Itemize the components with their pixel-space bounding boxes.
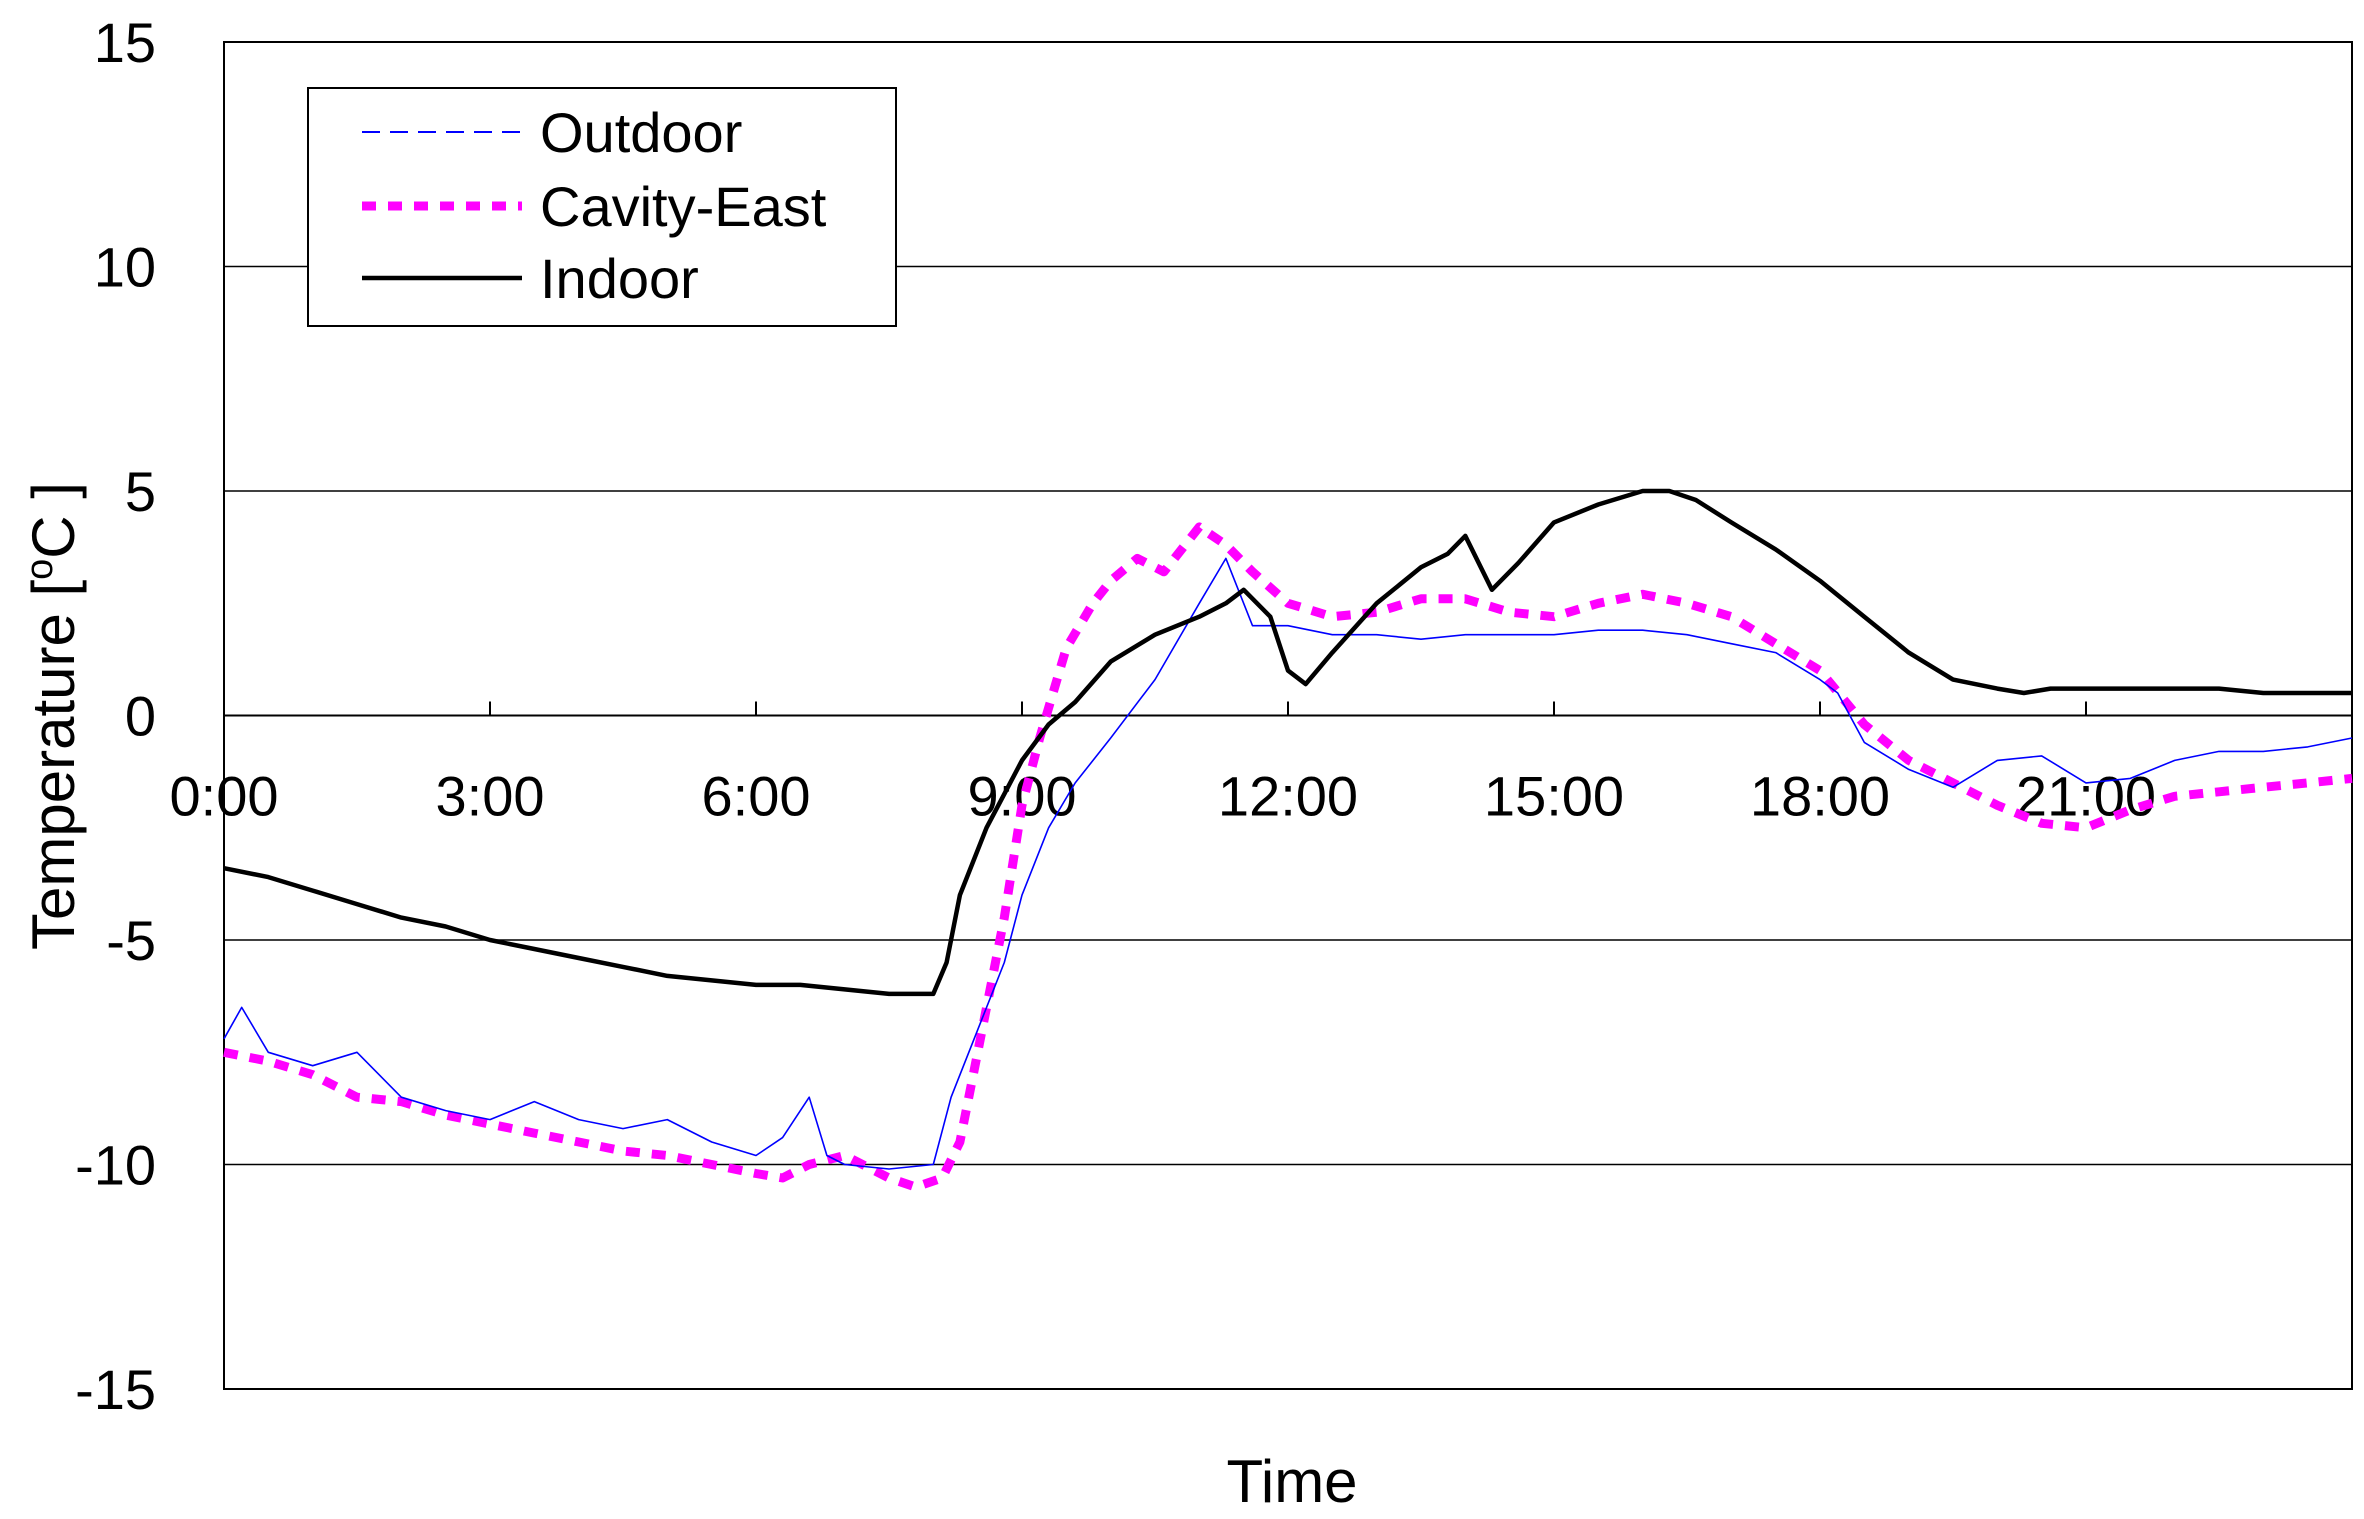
x-tick-label: 6:00 (702, 765, 811, 828)
y-tick-label: -15 (75, 1358, 156, 1421)
legend-label: Cavity-East (540, 175, 827, 238)
x-axis-title: Time (1226, 1448, 1357, 1515)
y-axis-title: Temperature [oC ] (19, 482, 87, 950)
legend-label: Outdoor (540, 101, 742, 164)
y-tick-label: 15 (94, 11, 156, 74)
y-tick-label: -10 (75, 1134, 156, 1197)
x-tick-label: 21:00 (2016, 765, 2156, 828)
y-tick-label: 5 (125, 460, 156, 523)
x-tick-label: 9:00 (968, 765, 1077, 828)
x-tick-label: 12:00 (1218, 765, 1358, 828)
y-tick-label: 0 (125, 685, 156, 748)
y-tick-label: 10 (94, 236, 156, 299)
series-line-indoor (223, 488, 2352, 997)
x-axis-ticks: 0:00 3:00 6:00 9:00 12:00 15:00 18:00 21:00 (170, 765, 2157, 828)
series-layer (223, 488, 2353, 1192)
series-line-outdoor (223, 557, 2353, 1170)
legend-label: Indoor (540, 247, 699, 310)
x-tick-label: 18:00 (1750, 765, 1890, 828)
series-line-cavity-east (223, 522, 2353, 1192)
x-tick-label: 0:00 (170, 765, 279, 828)
x-tick-label: 3:00 (436, 765, 545, 828)
x-axis-line (224, 701, 2352, 717)
y-axis-ticks: 15 10 5 0 -5 -10 -15 (75, 11, 156, 1421)
x-tick-label: 15:00 (1484, 765, 1624, 828)
legend: Outdoor Cavity-East Indoor (307, 87, 897, 327)
y-tick-label: -5 (106, 909, 156, 972)
legend-box (307, 87, 897, 327)
